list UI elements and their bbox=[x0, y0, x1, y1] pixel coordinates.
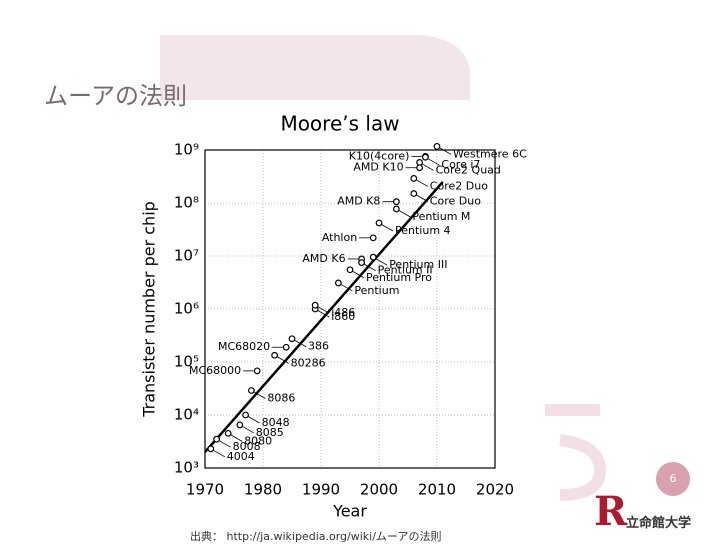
page-number: 6 bbox=[656, 462, 690, 496]
point-label: Pentium III bbox=[389, 258, 447, 271]
data-point bbox=[271, 351, 279, 359]
point-label: 8086 bbox=[267, 391, 295, 404]
x-tick-label: 1980 bbox=[244, 481, 282, 499]
data-point bbox=[393, 198, 400, 206]
chart-title: Moore’s law bbox=[280, 112, 399, 136]
point-label: 8008 bbox=[233, 440, 261, 453]
source-url: http://ja.wikipedia.org/wiki/ムーアの法則 bbox=[226, 530, 442, 543]
point-label: Pentium bbox=[354, 284, 399, 297]
point-label: 8080 bbox=[244, 434, 272, 447]
y-tick-label: 10⁶ bbox=[174, 300, 199, 318]
data-point bbox=[369, 253, 377, 261]
point-label: 80286 bbox=[291, 356, 326, 369]
x-tick-label: 2020 bbox=[476, 481, 514, 499]
data-point bbox=[375, 219, 383, 227]
point-label: Core i7 bbox=[441, 158, 480, 171]
plot-frame bbox=[204, 149, 496, 469]
data-point bbox=[393, 205, 400, 213]
data-point bbox=[253, 367, 261, 375]
data-point bbox=[369, 234, 377, 242]
point-label: Pentium 4 bbox=[395, 224, 451, 237]
data-point bbox=[311, 301, 319, 309]
data-point bbox=[410, 190, 418, 197]
data-point bbox=[410, 175, 418, 182]
point-label: 386 bbox=[308, 340, 329, 353]
data-point bbox=[433, 142, 441, 150]
point-label: Core Duo bbox=[430, 195, 481, 208]
y-tick-label: 10⁹ bbox=[174, 141, 199, 159]
logo-mark: R bbox=[594, 488, 628, 535]
point-label: 8048 bbox=[262, 416, 290, 429]
logo-text: 立命館大学 bbox=[626, 516, 692, 531]
point-label: MC68020 bbox=[218, 340, 270, 353]
x-tick-label: 1970 bbox=[186, 481, 224, 499]
data-point bbox=[242, 411, 250, 419]
data-point bbox=[288, 335, 296, 343]
data-point bbox=[422, 153, 429, 161]
data-point bbox=[236, 421, 244, 429]
x-tick-label: 2010 bbox=[418, 481, 456, 499]
y-tick-label: 10⁷ bbox=[174, 247, 199, 265]
trend-line bbox=[204, 181, 444, 453]
point-label: AMD K10 bbox=[353, 161, 403, 174]
point-label: AMD K6 bbox=[302, 252, 345, 265]
data-point bbox=[346, 266, 354, 274]
data-point bbox=[282, 343, 290, 351]
point-label: i860 bbox=[331, 310, 355, 323]
point-label: 4004 bbox=[227, 450, 255, 463]
data-point bbox=[247, 387, 255, 394]
source-label: 出典： bbox=[190, 530, 223, 543]
y-tick-label: 10⁸ bbox=[174, 194, 199, 212]
point-label: Core2 Duo bbox=[430, 179, 488, 192]
point-label: K10(4core) bbox=[349, 149, 410, 162]
x-axis-label: Year bbox=[332, 502, 367, 521]
point-label: Core2 Quad bbox=[436, 163, 501, 176]
y-tick-label: 10⁴ bbox=[174, 406, 199, 424]
y-tick-label: 10⁵ bbox=[174, 353, 199, 371]
y-tick-label: 10³ bbox=[174, 459, 199, 477]
data-point bbox=[224, 429, 232, 437]
data-point bbox=[416, 164, 424, 172]
point-label: Pentium M bbox=[412, 210, 470, 223]
slide-title: ムーアの法則 bbox=[44, 82, 188, 110]
source: 出典： http://ja.wikipedia.org/wiki/ムーアの法則 bbox=[190, 528, 442, 544]
point-label: Pentium II bbox=[378, 264, 433, 277]
x-tick-label: 1990 bbox=[302, 481, 340, 499]
decor-shape bbox=[545, 404, 607, 501]
data-point bbox=[358, 259, 366, 267]
point-label: i486 bbox=[331, 306, 355, 319]
data-point bbox=[213, 435, 221, 443]
point-label: Pentium Pro bbox=[366, 271, 432, 284]
point-label: Athlon bbox=[322, 231, 357, 244]
point-label: MC68000 bbox=[189, 364, 241, 377]
data-point bbox=[335, 279, 342, 287]
decor-shape bbox=[160, 35, 470, 100]
x-tick-label: 2000 bbox=[360, 481, 398, 499]
data-point bbox=[207, 445, 215, 453]
point-label: Westmere 6C bbox=[453, 147, 527, 160]
point-label: AMD K8 bbox=[337, 195, 380, 208]
point-label: 8085 bbox=[256, 426, 284, 439]
y-axis-label: Transister number per chip bbox=[140, 201, 159, 418]
